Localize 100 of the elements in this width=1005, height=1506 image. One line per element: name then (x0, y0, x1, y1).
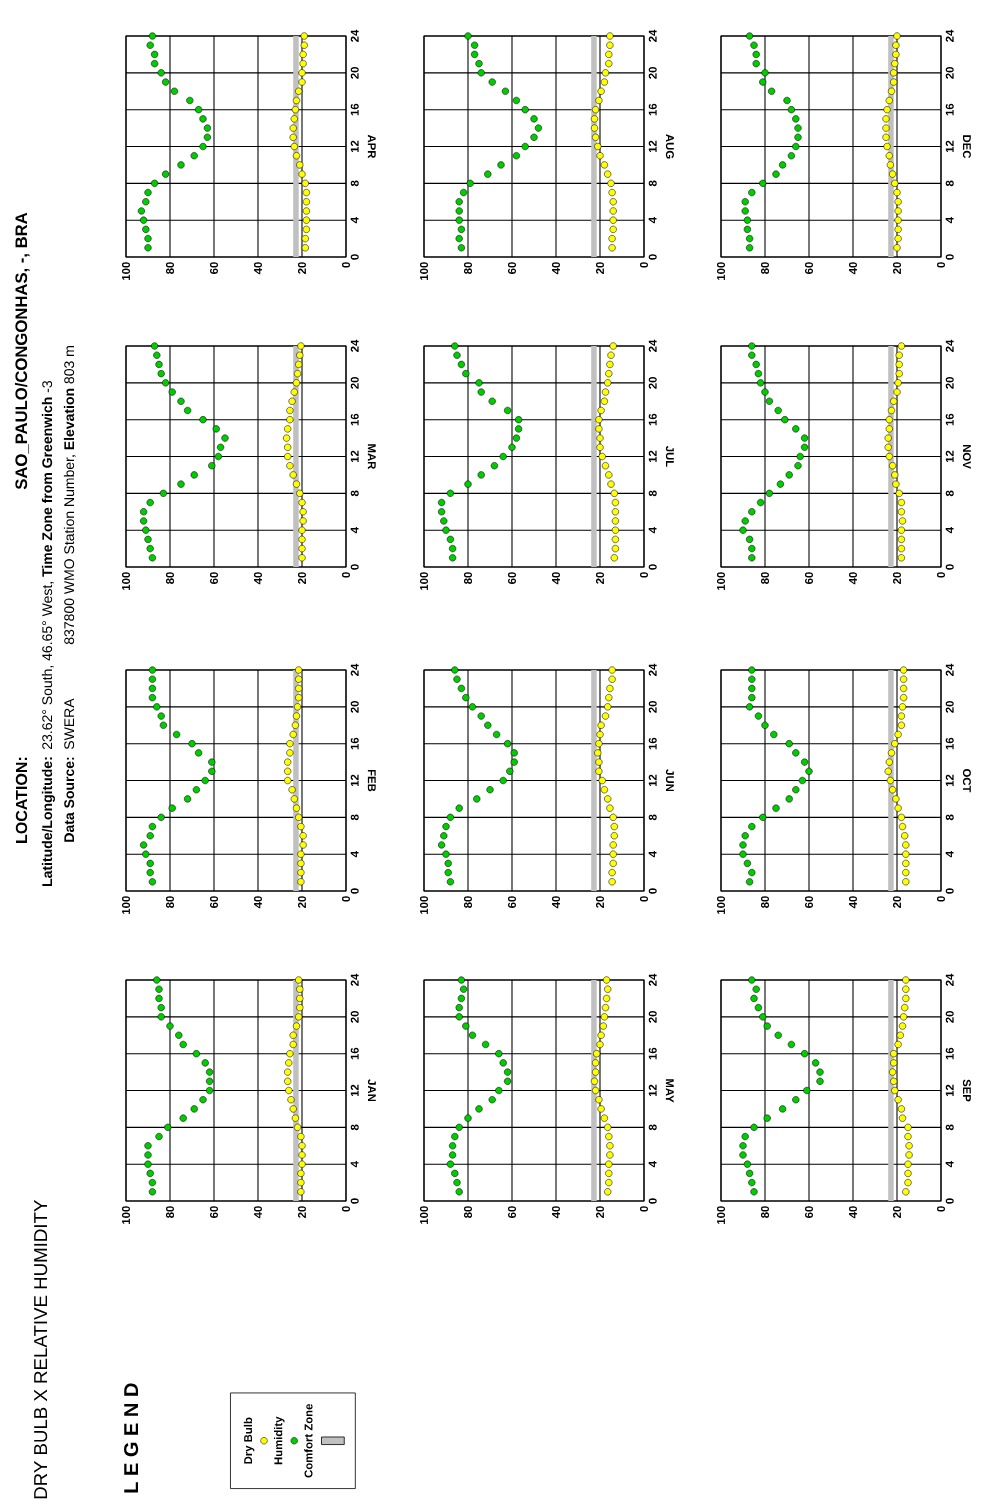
point (900, 684, 908, 693)
point (796, 452, 804, 461)
point (153, 703, 161, 711)
point (609, 850, 617, 858)
point (159, 721, 167, 729)
point (745, 234, 754, 243)
text: 837800 WMO Station Number, Elevation 803 m (63, 346, 76, 645)
point (295, 813, 303, 821)
point (816, 1068, 824, 1076)
point (605, 471, 613, 479)
x-tick-label: 40 (849, 1206, 858, 1219)
point (521, 106, 529, 114)
point (597, 1031, 605, 1039)
point (514, 425, 523, 433)
point (146, 859, 154, 867)
point (894, 804, 902, 812)
point (208, 767, 216, 775)
point (595, 425, 603, 433)
point (298, 535, 306, 543)
x-tick-label: 0 (640, 262, 649, 268)
point (442, 526, 450, 534)
point (297, 1188, 305, 1196)
point (882, 115, 890, 123)
point (756, 498, 765, 507)
y-tick-label: 24 (648, 663, 657, 676)
point (892, 41, 900, 49)
x-tick-label: 0 (341, 1206, 350, 1212)
x-tick-label: 40 (253, 1206, 262, 1219)
point (902, 850, 910, 858)
point (194, 749, 203, 757)
point (606, 1151, 614, 1159)
point (801, 434, 809, 442)
y-tick-label: 4 (648, 217, 657, 224)
point (484, 170, 492, 178)
x-tick-label: 20 (893, 262, 902, 274)
y-tick-label: 16 (945, 737, 954, 750)
point (144, 1160, 152, 1168)
point (295, 976, 303, 984)
point (596, 443, 604, 451)
point (148, 878, 156, 886)
point (606, 41, 614, 49)
text: SAO_PAULO/CONGONHAS, -, BRA (14, 212, 30, 490)
point (199, 115, 207, 123)
point (530, 115, 538, 123)
point (900, 666, 908, 674)
point (609, 859, 617, 867)
point (460, 188, 468, 197)
point (289, 133, 297, 141)
point (291, 1114, 299, 1122)
point (446, 813, 454, 821)
point (890, 1050, 898, 1058)
point (466, 179, 474, 187)
y-tick-label: 8 (945, 814, 954, 821)
point (298, 544, 306, 553)
point (895, 489, 903, 497)
point (604, 795, 612, 803)
point (785, 471, 793, 479)
point (748, 342, 756, 350)
y-tick-label: 24 (945, 339, 954, 352)
point (596, 730, 604, 739)
point (900, 694, 908, 702)
y-tick-label: 0 (648, 1198, 657, 1204)
point (748, 351, 756, 359)
point (752, 360, 760, 369)
point (748, 666, 756, 674)
point (137, 207, 145, 215)
point (750, 41, 758, 49)
point (595, 1096, 603, 1104)
point (812, 1059, 820, 1067)
point (748, 694, 756, 702)
point (471, 41, 479, 49)
point (499, 1059, 507, 1067)
point (471, 50, 479, 59)
point (884, 767, 892, 775)
y-tick-label: 16 (945, 103, 954, 116)
point (295, 666, 303, 674)
y-axis-title: DEC (962, 135, 971, 159)
y-tick-label: 12 (350, 450, 359, 463)
y-tick-label: 8 (945, 180, 954, 187)
point (593, 1050, 601, 1058)
point (748, 1178, 756, 1187)
point (142, 198, 150, 206)
point (284, 776, 292, 785)
y-tick-label: 8 (648, 814, 657, 821)
point (601, 1004, 610, 1012)
y-tick-label: 4 (648, 1161, 657, 1168)
y-tick-label: 0 (350, 888, 359, 894)
point (477, 388, 485, 396)
point (610, 554, 618, 562)
point (296, 351, 304, 359)
point (761, 69, 769, 77)
point (444, 868, 452, 877)
point (759, 813, 767, 821)
point (794, 124, 802, 132)
point (902, 878, 910, 886)
x-tick-label: 60 (209, 1206, 218, 1218)
y-tick-label: 4 (648, 851, 657, 858)
point (475, 1105, 483, 1113)
point (893, 32, 901, 40)
y-tick-label: 16 (648, 103, 657, 116)
